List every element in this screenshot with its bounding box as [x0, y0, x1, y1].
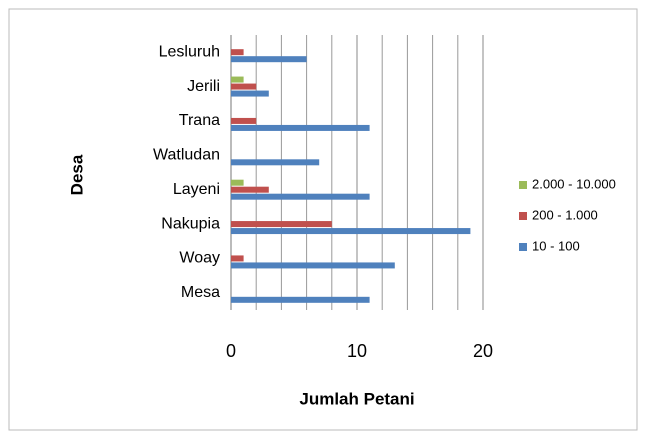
bar	[231, 49, 244, 56]
x-tick-label: 10	[347, 341, 367, 361]
y-tick-label: Mesa	[181, 284, 220, 301]
y-tick-label: Trana	[179, 112, 220, 129]
bar	[231, 90, 269, 97]
bar	[231, 186, 269, 193]
bar	[231, 56, 307, 63]
bar	[231, 262, 395, 269]
y-tick-label: Jerili	[187, 78, 220, 95]
legend-label: 200 - 1.000	[532, 207, 598, 222]
y-tick-label: Watludan	[153, 147, 220, 164]
bar	[231, 124, 370, 131]
legend-swatch	[519, 212, 527, 220]
legend-swatch	[519, 181, 527, 189]
bar	[231, 255, 244, 262]
x-tick-label: 0	[226, 341, 236, 361]
legend-swatch	[519, 243, 527, 251]
bar	[231, 179, 244, 186]
bar	[231, 193, 370, 200]
x-tick-label: 20	[473, 341, 493, 361]
bar	[231, 296, 370, 303]
bar	[231, 76, 244, 83]
legend-label: 2.000 - 10.000	[532, 176, 616, 191]
y-tick-label: Lesluruh	[159, 43, 220, 60]
y-axis-label: Desa	[67, 154, 86, 195]
y-tick-label: Nakupia	[161, 215, 220, 232]
bar	[231, 83, 257, 90]
bar	[231, 228, 471, 235]
x-axis-label: Jumlah Petani	[299, 389, 414, 408]
bar	[231, 159, 320, 166]
y-tick-label: Layeni	[173, 181, 220, 198]
chart-frame	[8, 8, 638, 431]
y-tick-label: Woay	[179, 250, 220, 267]
bar	[231, 221, 332, 228]
bar	[231, 117, 257, 124]
legend-label: 10 - 100	[532, 238, 580, 253]
